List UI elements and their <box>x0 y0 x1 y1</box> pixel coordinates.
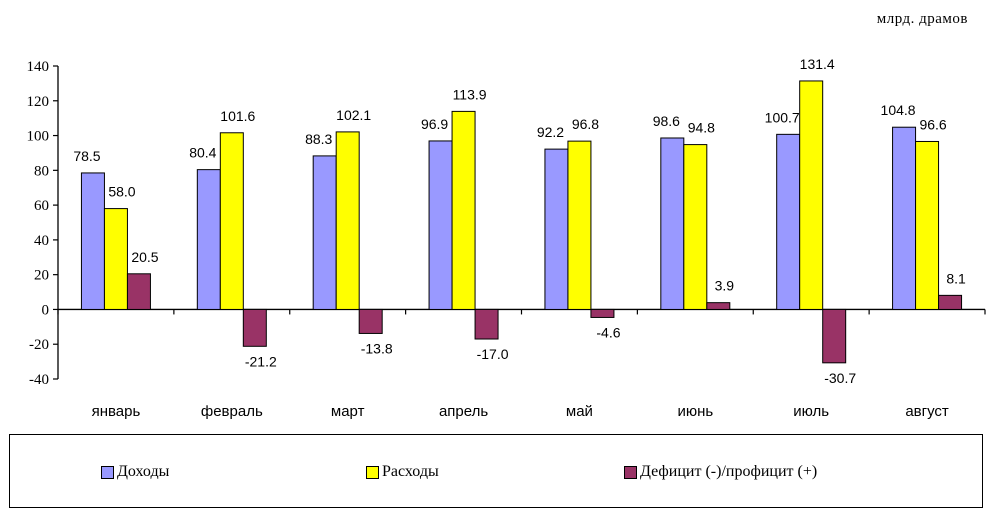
y-tick-label: 0 <box>42 302 50 318</box>
data-label: -4.6 <box>596 324 620 340</box>
data-label: -13.8 <box>361 340 393 356</box>
bar-income <box>892 126 917 310</box>
legend-swatch-balance <box>624 465 637 479</box>
data-label: 131.4 <box>800 56 835 72</box>
bar-expenses <box>567 140 592 310</box>
data-label: 102.1 <box>336 107 371 123</box>
legend-label-expenses: Расходы <box>382 463 439 480</box>
bar-expenses <box>219 132 244 310</box>
data-label: 94.8 <box>688 120 715 136</box>
bar-income <box>660 137 685 310</box>
bar-balance <box>938 294 963 310</box>
legend-swatch-expenses <box>366 465 379 479</box>
data-label: 96.6 <box>919 116 946 132</box>
x-category-label: апрель <box>439 403 488 420</box>
data-label: -30.7 <box>824 370 856 386</box>
data-label: 20.5 <box>131 249 158 265</box>
legend-item-balance: Дефицит (-)/профицит (+) <box>624 463 817 481</box>
data-label: 3.9 <box>715 278 735 294</box>
x-category-label: февраль <box>201 403 263 420</box>
bar-income <box>312 155 337 310</box>
x-category-label: август <box>905 403 949 420</box>
bar-income <box>544 148 569 310</box>
data-label: 104.8 <box>881 102 916 118</box>
unit-label: млрд. драмов <box>876 11 968 27</box>
bar-expenses <box>683 144 708 310</box>
data-label: 96.9 <box>421 116 448 132</box>
bar-balance <box>590 308 615 318</box>
data-label: 113.9 <box>453 86 487 102</box>
bar-income <box>428 140 453 310</box>
bar-income <box>80 172 105 310</box>
x-category-label: май <box>566 403 593 420</box>
y-tick-label: 120 <box>27 94 50 110</box>
legend-item-income: Доходы <box>101 463 169 481</box>
bar-expenses <box>451 110 476 310</box>
y-tick-label: 60 <box>34 198 49 214</box>
data-label: 98.6 <box>653 113 680 129</box>
bar-income <box>776 133 801 310</box>
x-category-label: январь <box>92 403 141 420</box>
data-label: -17.0 <box>477 346 509 362</box>
y-tick-label: 100 <box>27 129 50 145</box>
bar-income <box>196 169 221 310</box>
bar-balance <box>706 302 731 310</box>
data-label: -21.2 <box>245 353 277 369</box>
x-category-label: июль <box>793 403 829 420</box>
data-label: 100.7 <box>765 109 800 125</box>
bar-balance <box>474 308 499 340</box>
data-label: 58.0 <box>108 184 135 200</box>
y-tick-label: 140 <box>27 59 50 75</box>
chart-legend: Доходы Расходы Дефицит (-)/профицит (+) <box>9 434 983 508</box>
y-tick-label: -20 <box>29 337 49 353</box>
legend-label-income: Доходы <box>117 463 170 480</box>
y-tick-label: 20 <box>34 268 49 284</box>
bar-expenses <box>915 140 940 310</box>
bar-balance <box>358 308 383 334</box>
data-label: 8.1 <box>946 270 966 286</box>
data-label: 78.5 <box>73 148 100 164</box>
bar-balance <box>242 308 267 347</box>
bar-chart: 140 120 100 80 60 40 20 0 -20 -40 78.5 58.0 20.5 янва… <box>27 56 986 420</box>
legend-label-balance: Дефицит (-)/профицит (+) <box>640 463 818 480</box>
data-label: 92.2 <box>537 124 564 140</box>
data-label: 88.3 <box>305 131 332 147</box>
y-tick-label: 40 <box>34 233 49 249</box>
bar-balance <box>126 273 151 310</box>
legend-item-expenses: Расходы <box>366 463 439 481</box>
bar-expenses <box>103 208 128 310</box>
x-category-label: июнь <box>677 403 713 420</box>
data-label: 101.6 <box>220 108 255 124</box>
bar-expenses <box>335 131 360 310</box>
data-label: 96.8 <box>572 116 599 132</box>
y-tick-label: -40 <box>29 372 49 388</box>
bar-expenses <box>799 80 824 310</box>
x-category-label: март <box>331 403 365 420</box>
legend-swatch-income <box>101 465 114 479</box>
y-tick-label: 80 <box>34 163 49 179</box>
bar-balance <box>822 308 847 364</box>
data-label: 80.4 <box>189 145 216 161</box>
